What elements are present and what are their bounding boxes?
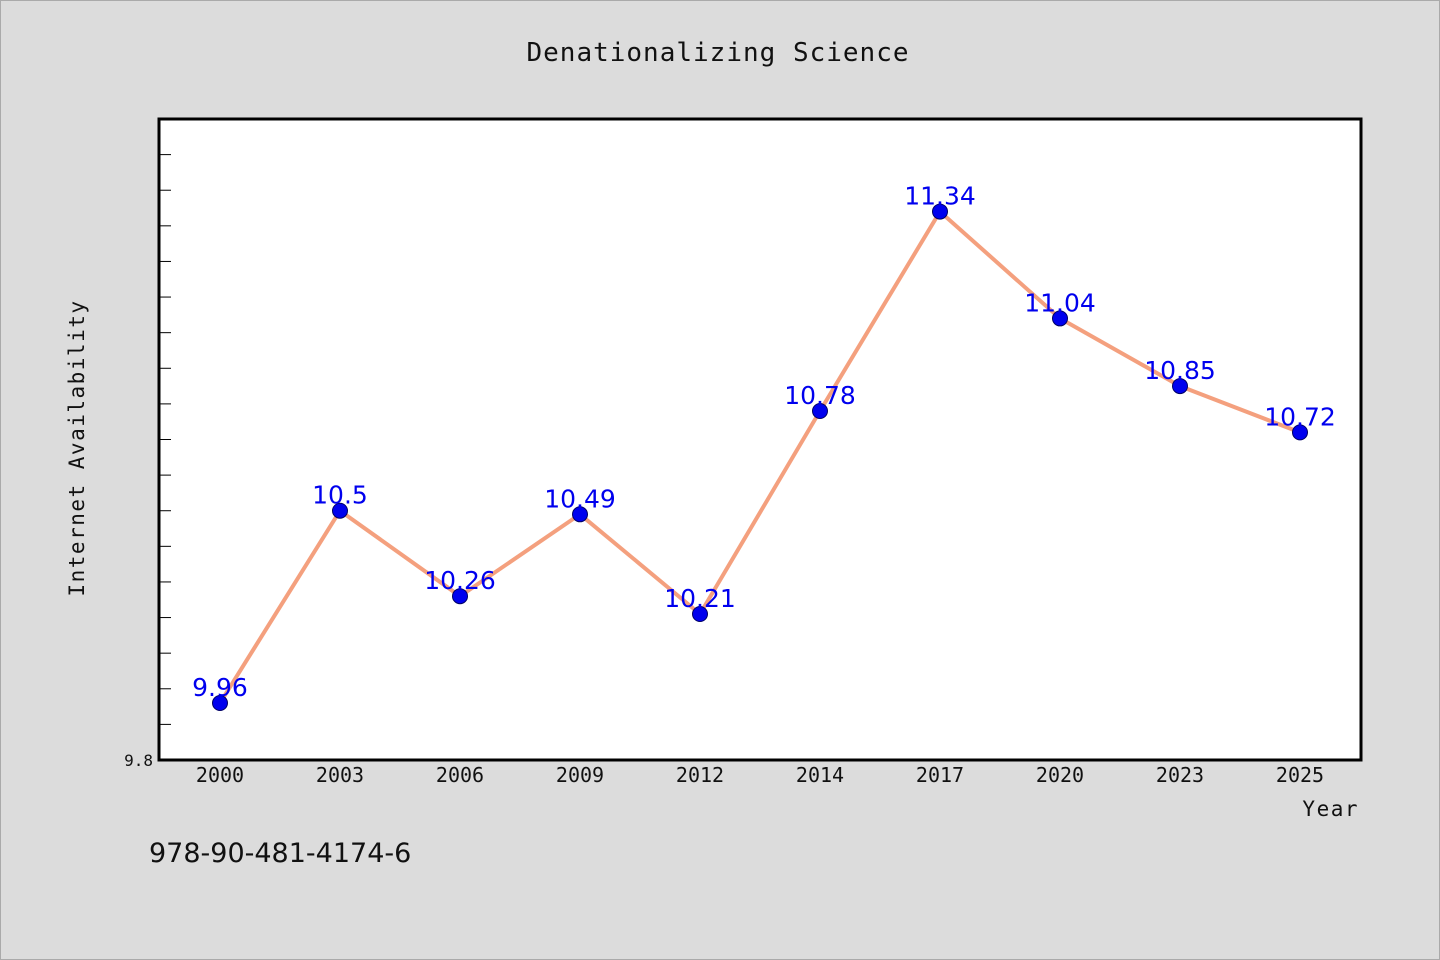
x-axis-ticks: 2000 2003 2006 2009 2012 2014 2017 2020 2023 2025 [196,763,1324,787]
data-point [332,502,348,519]
data-label: 11.04 [1024,288,1096,317]
data-label: 10.21 [664,584,736,613]
chart-title: Denationalizing Science [526,38,909,68]
x-tick-label: 2025 [1276,763,1324,787]
data-label: 10.5 [312,481,368,510]
data-point [692,605,708,622]
plot-area [157,117,1363,762]
data-label: 9.96 [192,673,248,702]
data-labels: 9.96 10.5 10.26 10.49 10.21 10.78 11.34 11.04 10… [192,182,1336,702]
x-tick-label: 2017 [916,763,964,787]
data-point [572,506,588,523]
data-point [812,403,828,420]
data-label: 10.72 [1264,402,1336,431]
x-tick-label: 2003 [316,763,364,787]
data-label: 11.34 [904,182,976,211]
x-tick-label: 2000 [196,763,244,787]
series-markers [212,203,1308,712]
data-label: 10.78 [784,381,856,410]
footer-code: 978-90-481-4174-6 [149,838,411,869]
series-line [218,209,1301,705]
data-point [932,203,948,220]
x-tick-label: 2006 [436,763,484,787]
data-point [1292,424,1308,441]
x-tick-label: 2020 [1036,763,1084,787]
data-label: 10.85 [1144,356,1216,385]
data-point [1052,310,1068,327]
x-tick-label: 2012 [676,763,724,787]
y-tick-label: 9.8 [124,751,153,770]
x-axis-label: Year [1302,797,1359,821]
y-axis-ticks: 9.8 [124,154,171,770]
data-label: 10.49 [544,484,616,513]
data-point [452,588,468,605]
series-line-group [218,209,1301,705]
x-tick-label: 2023 [1156,763,1204,787]
data-point [212,695,228,712]
x-tick-label: 2009 [556,763,604,787]
data-point [1172,378,1188,395]
y-axis-label: Internet Availability [65,299,89,596]
data-label: 10.26 [424,566,496,595]
x-tick-label: 2014 [796,763,844,787]
